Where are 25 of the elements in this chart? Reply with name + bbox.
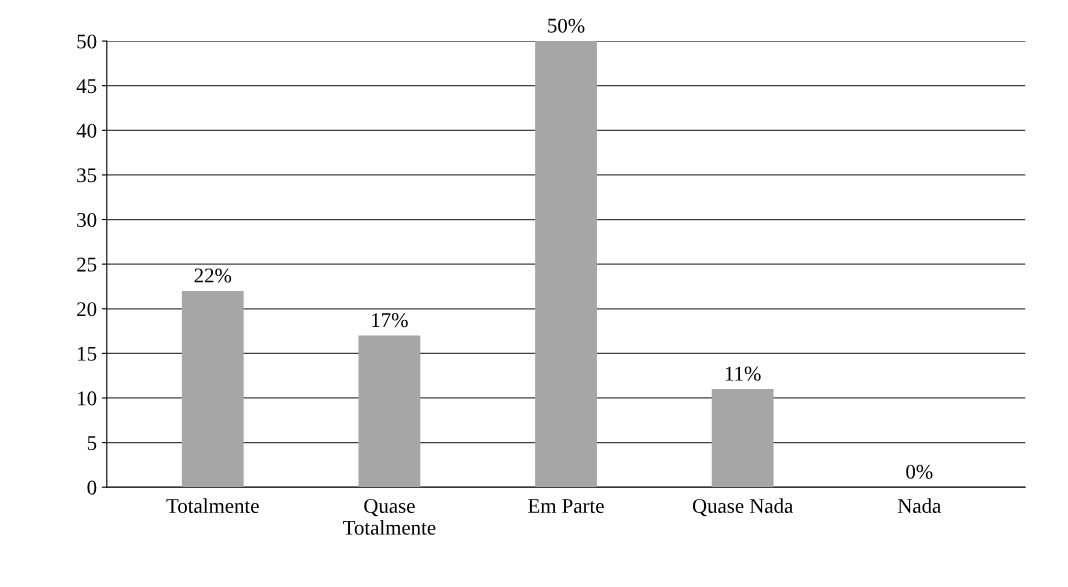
bar: [711, 389, 774, 488]
y-tick-label: 50: [77, 34, 97, 49]
bar: [358, 335, 421, 488]
x-tick-label: Em Parte: [528, 499, 604, 513]
data-label: 17%: [372, 313, 408, 328]
x-tick-label: Nada: [897, 498, 941, 513]
y-tick-label: 30: [77, 212, 97, 227]
x-tick-label: Quase Nada: [692, 498, 793, 517]
y-tick-label: 35: [77, 168, 97, 183]
data-label: 0%: [906, 464, 933, 479]
y-tick-label: 10: [78, 391, 97, 406]
bar: [535, 41, 597, 488]
y-tick-label: 40: [76, 123, 97, 138]
data-label: 50%: [548, 18, 585, 33]
x-tick-label: Quase Totalmente: [343, 498, 436, 535]
y-tick-label: 0: [87, 480, 97, 495]
y-tick-label: 5: [87, 436, 97, 451]
y-tick-label: 15: [78, 346, 97, 361]
data-label: 11%: [725, 366, 761, 381]
y-tick-label: 45: [76, 79, 97, 94]
y-tick-label: 25: [77, 257, 97, 272]
data-label: 22%: [194, 268, 232, 283]
x-tick-label: Totalmente: [166, 498, 259, 513]
y-tick-label: 20: [77, 302, 97, 317]
bar: [181, 290, 244, 488]
